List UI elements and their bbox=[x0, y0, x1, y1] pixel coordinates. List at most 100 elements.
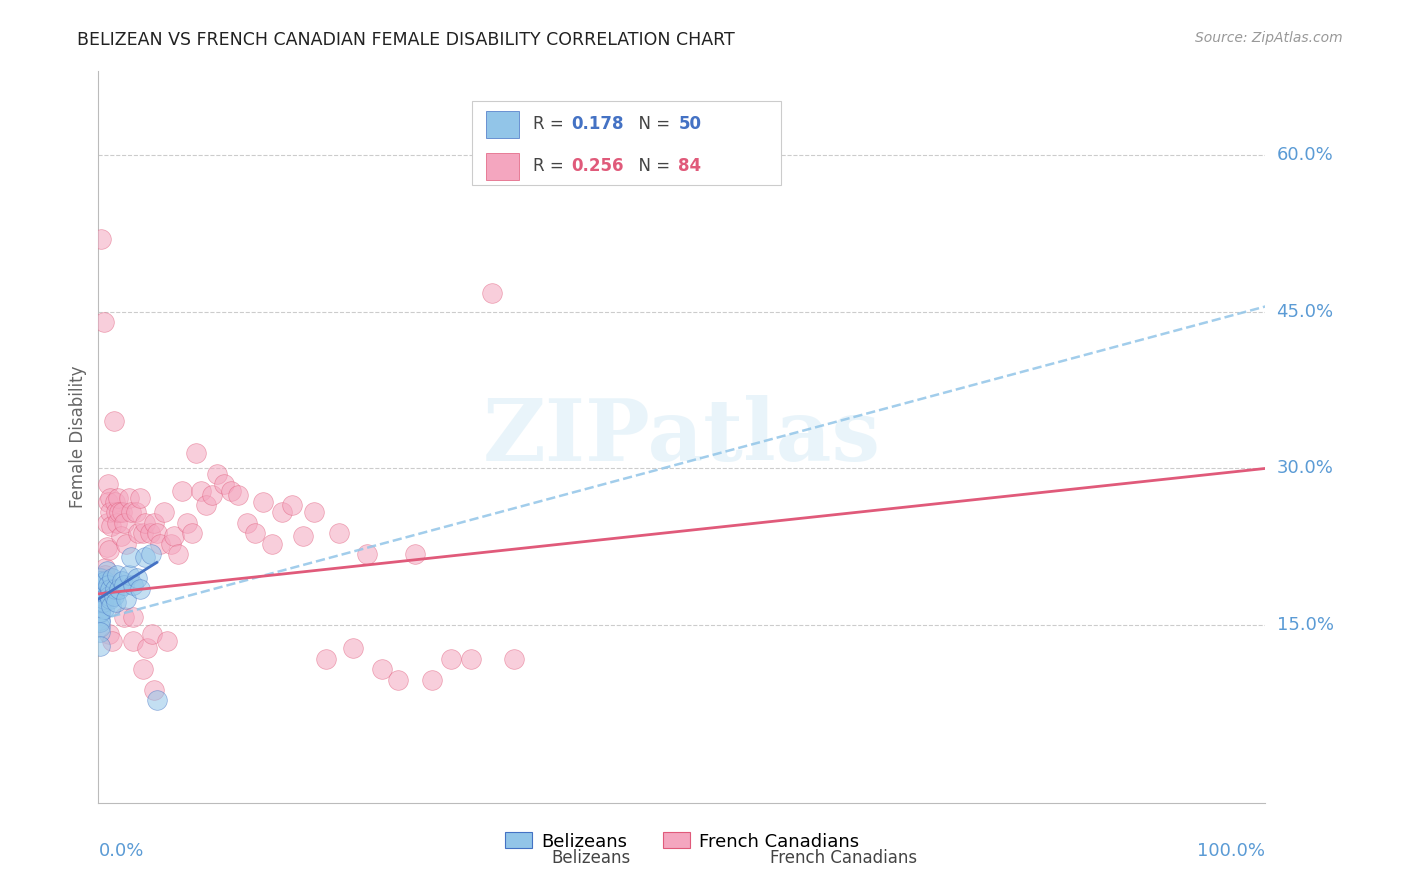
FancyBboxPatch shape bbox=[486, 111, 519, 137]
Point bbox=[129, 491, 152, 505]
Point bbox=[172, 484, 194, 499]
Point bbox=[481, 285, 503, 300]
Point bbox=[118, 491, 141, 505]
Point bbox=[235, 516, 257, 530]
Point bbox=[97, 477, 120, 491]
Point bbox=[149, 536, 172, 550]
Text: R =: R = bbox=[533, 115, 568, 133]
Point bbox=[89, 625, 111, 640]
Point bbox=[304, 505, 326, 519]
Point bbox=[207, 467, 229, 481]
Point bbox=[129, 582, 152, 596]
Point bbox=[104, 595, 127, 609]
Point bbox=[98, 582, 121, 596]
Point bbox=[89, 639, 111, 653]
Point bbox=[110, 529, 132, 543]
Point bbox=[94, 568, 117, 582]
Text: 15.0%: 15.0% bbox=[1277, 616, 1333, 634]
Point bbox=[89, 615, 111, 629]
Point bbox=[152, 505, 174, 519]
Point bbox=[108, 582, 131, 596]
Point bbox=[328, 526, 350, 541]
Point bbox=[103, 589, 125, 603]
Point bbox=[134, 516, 156, 530]
Point bbox=[166, 547, 188, 561]
Point bbox=[105, 568, 128, 582]
Text: N =: N = bbox=[628, 157, 676, 175]
Point bbox=[120, 550, 142, 565]
Point bbox=[89, 613, 111, 627]
Point bbox=[315, 651, 337, 665]
Point bbox=[89, 602, 111, 616]
Point bbox=[89, 571, 111, 585]
Point bbox=[89, 576, 111, 591]
Point bbox=[143, 516, 166, 530]
Point bbox=[115, 592, 138, 607]
Point bbox=[91, 584, 114, 599]
Point bbox=[356, 547, 378, 561]
Text: Source: ZipAtlas.com: Source: ZipAtlas.com bbox=[1195, 31, 1343, 45]
Point bbox=[125, 571, 148, 585]
Point bbox=[90, 589, 112, 603]
Point bbox=[112, 516, 135, 530]
Point bbox=[281, 498, 304, 512]
Point bbox=[101, 571, 124, 585]
Point bbox=[94, 574, 117, 589]
Point bbox=[89, 592, 111, 607]
Point bbox=[89, 605, 111, 619]
Point bbox=[159, 536, 181, 550]
Point bbox=[262, 536, 284, 550]
Point bbox=[97, 495, 120, 509]
Text: R =: R = bbox=[533, 157, 568, 175]
Point bbox=[122, 578, 145, 592]
Text: Belizeans: Belizeans bbox=[551, 849, 630, 867]
Text: 45.0%: 45.0% bbox=[1277, 302, 1334, 321]
Point bbox=[100, 519, 122, 533]
Point bbox=[139, 526, 162, 541]
Point bbox=[91, 578, 114, 592]
Point bbox=[243, 526, 266, 541]
FancyBboxPatch shape bbox=[486, 153, 519, 179]
Point bbox=[291, 529, 314, 543]
Point bbox=[186, 446, 208, 460]
Point bbox=[93, 602, 115, 616]
Point bbox=[105, 516, 128, 530]
Point bbox=[420, 673, 443, 687]
Point bbox=[115, 536, 138, 550]
Point bbox=[111, 505, 134, 519]
Text: 0.0%: 0.0% bbox=[98, 842, 143, 860]
Point bbox=[96, 540, 118, 554]
Point bbox=[96, 564, 118, 578]
Point bbox=[101, 633, 124, 648]
Point bbox=[91, 592, 114, 607]
Point bbox=[93, 584, 115, 599]
Point bbox=[180, 526, 202, 541]
Point bbox=[342, 641, 364, 656]
Point bbox=[146, 526, 169, 541]
Text: 50: 50 bbox=[679, 115, 702, 133]
Point bbox=[190, 484, 212, 499]
Text: ZIPatlas: ZIPatlas bbox=[482, 395, 882, 479]
Point bbox=[90, 578, 112, 592]
Point bbox=[89, 620, 111, 634]
Point bbox=[103, 414, 125, 428]
Point bbox=[89, 592, 111, 607]
Point bbox=[93, 592, 115, 607]
Point bbox=[98, 491, 121, 505]
Text: 100.0%: 100.0% bbox=[1198, 842, 1265, 860]
Point bbox=[122, 609, 145, 624]
Point bbox=[89, 582, 111, 596]
Point bbox=[89, 606, 111, 620]
Point bbox=[194, 498, 217, 512]
Point bbox=[89, 574, 111, 589]
Point bbox=[252, 495, 274, 509]
Point bbox=[104, 505, 127, 519]
Point bbox=[163, 529, 186, 543]
Text: 84: 84 bbox=[679, 157, 702, 175]
Y-axis label: Female Disability: Female Disability bbox=[69, 366, 87, 508]
Point bbox=[100, 599, 122, 614]
Point bbox=[127, 526, 149, 541]
Point bbox=[89, 595, 111, 609]
Legend: Belizeans, French Canadians: Belizeans, French Canadians bbox=[496, 823, 868, 860]
Point bbox=[96, 516, 118, 530]
